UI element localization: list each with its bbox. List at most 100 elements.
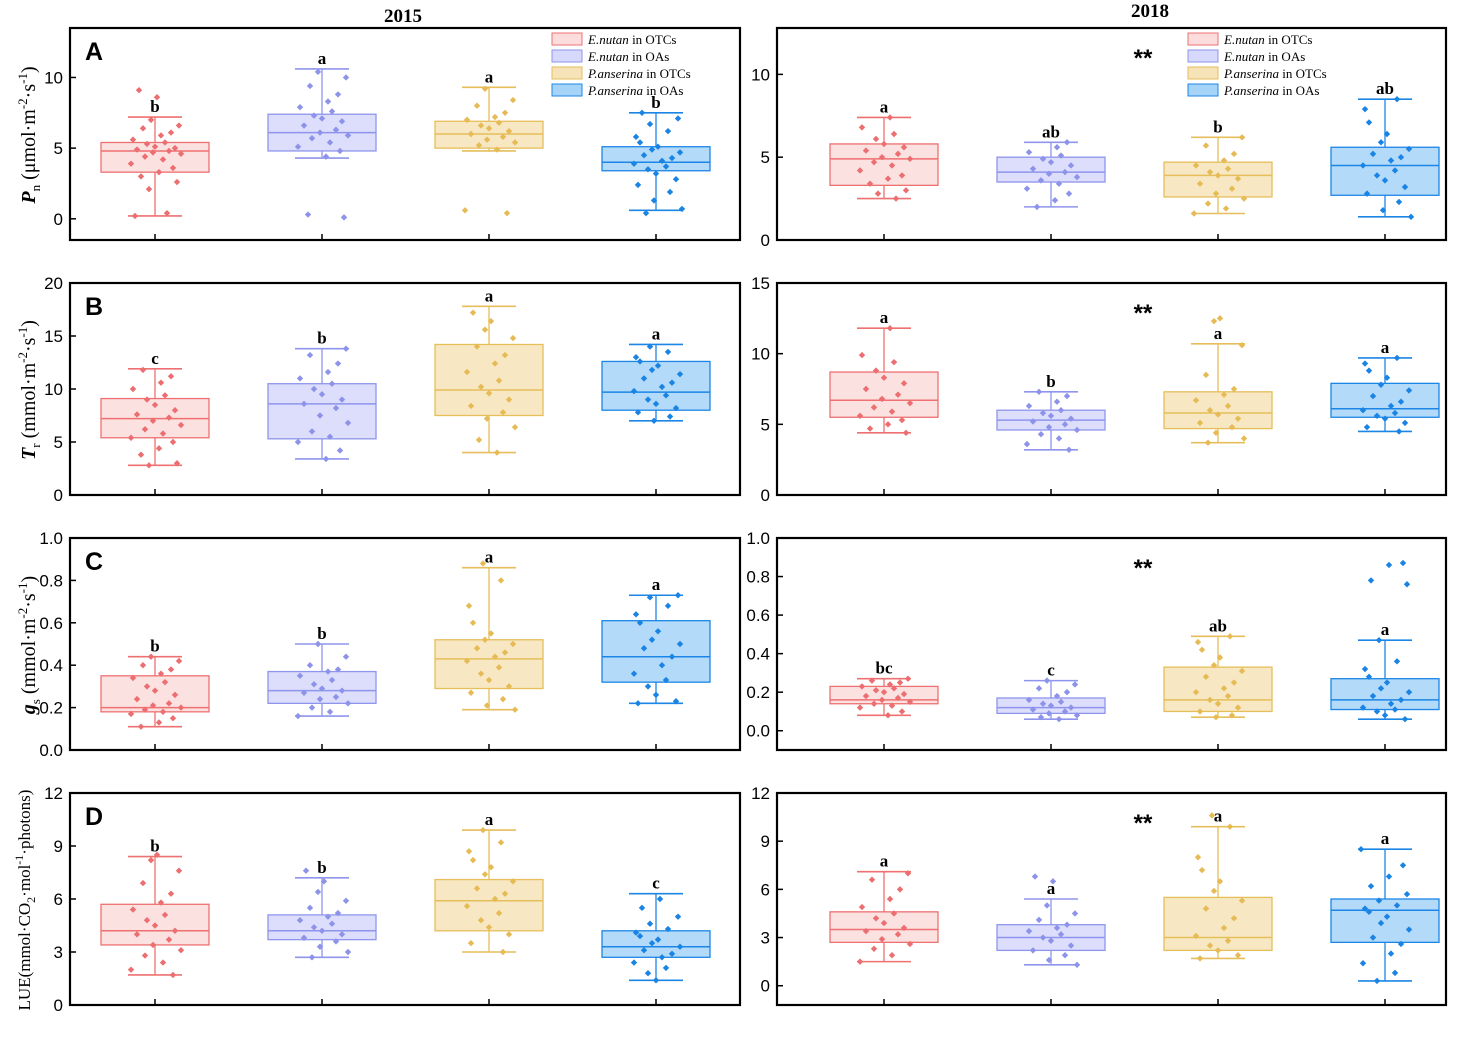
data-point: [511, 706, 519, 713]
data-point: [672, 404, 680, 412]
data-point: [872, 367, 880, 374]
y-tick-label: 0: [761, 231, 770, 250]
panel-D-2015: 0 3 6 9 12 b b a c D: [44, 784, 742, 1015]
data-point: [1369, 934, 1377, 941]
y-tick-label: 5: [761, 148, 770, 167]
data-point: [1214, 172, 1222, 179]
data-point: [147, 856, 155, 864]
data-point: [1057, 407, 1065, 414]
data-point: [487, 630, 495, 637]
significance-stars: **: [1134, 45, 1153, 72]
panel-B-2015: 0 5 10 15 20 c b a a B: [44, 274, 742, 505]
data-point: [890, 910, 898, 917]
data-point: [318, 115, 326, 122]
data-point: [1373, 412, 1381, 420]
data-point: [862, 927, 870, 935]
data-point: [129, 385, 137, 393]
data-point: [477, 383, 485, 391]
data-point: [165, 700, 173, 707]
panel-letter: A: [85, 38, 103, 66]
data-point: [509, 334, 517, 342]
data-point: [1377, 685, 1385, 692]
y-tick-label: 10: [44, 68, 63, 87]
data-point: [676, 149, 684, 156]
y-tick-label: 10: [751, 65, 770, 84]
data-point: [648, 939, 656, 947]
data-point: [151, 687, 159, 694]
data-point: [1365, 908, 1373, 916]
data-point: [906, 155, 914, 163]
data-point: [1228, 185, 1236, 192]
data-point: [501, 351, 509, 359]
data-point: [866, 425, 874, 432]
data-point: [127, 160, 135, 167]
data-point: [892, 195, 900, 202]
data-point: [1061, 708, 1069, 715]
data-point: [900, 690, 908, 698]
data-point: [491, 895, 499, 903]
data-point: [473, 645, 481, 652]
data-point: [505, 683, 513, 690]
y-tick-label: 0: [54, 996, 63, 1015]
y-tick-label: 1.0: [39, 529, 63, 548]
data-point: [145, 185, 153, 193]
data-point: [1029, 418, 1037, 425]
data-point: [159, 959, 167, 966]
data-point: [511, 139, 519, 146]
data-point: [1192, 397, 1200, 404]
data-point: [483, 415, 491, 422]
data-point: [310, 924, 318, 931]
significance-letter: b: [651, 93, 660, 112]
data-point: [1399, 862, 1407, 869]
data-point: [316, 412, 324, 419]
data-point: [1405, 926, 1413, 933]
box-s4: b: [601, 93, 711, 217]
data-point: [652, 977, 660, 984]
data-point: [862, 692, 870, 700]
data-point: [884, 712, 892, 719]
data-point: [473, 102, 481, 109]
data-point: [1361, 905, 1369, 912]
data-point: [129, 136, 137, 143]
box-s1: c: [100, 349, 210, 469]
data-point: [1043, 677, 1051, 684]
box-iqr: [1330, 146, 1440, 196]
significance-letter: a: [318, 49, 327, 68]
box-s3: a: [434, 67, 544, 217]
box-iqr: [829, 143, 939, 186]
data-point: [324, 913, 332, 920]
data-point: [1377, 919, 1385, 927]
data-point: [1039, 155, 1047, 163]
data-point: [1393, 902, 1401, 909]
data-point: [1039, 934, 1047, 941]
data-point: [1381, 177, 1389, 184]
ylabel-pn: Pn (μmol·m-2·s-1): [15, 66, 43, 204]
data-point: [1226, 823, 1234, 830]
data-point: [1228, 712, 1236, 719]
data-point: [1369, 392, 1377, 400]
data-point: [1055, 435, 1063, 442]
data-point: [1057, 152, 1065, 159]
data-point: [1055, 180, 1063, 187]
data-point: [171, 407, 179, 414]
significance-stars: **: [1134, 300, 1153, 327]
data-point: [872, 135, 880, 143]
data-point: [870, 404, 878, 411]
data-point: [888, 162, 896, 169]
data-point: [1399, 559, 1407, 567]
data-point: [1405, 387, 1413, 394]
data-point: [1226, 633, 1234, 640]
data-point: [672, 176, 680, 183]
data-point: [1190, 210, 1198, 217]
data-point: [878, 153, 886, 161]
data-point: [900, 144, 908, 151]
data-point: [634, 181, 642, 189]
data-point: [338, 118, 346, 125]
data-point: [475, 142, 483, 149]
data-point: [1234, 704, 1242, 711]
data-point: [153, 94, 161, 101]
data-point: [342, 345, 350, 352]
data-point: [1375, 897, 1383, 904]
data-point: [678, 205, 686, 213]
